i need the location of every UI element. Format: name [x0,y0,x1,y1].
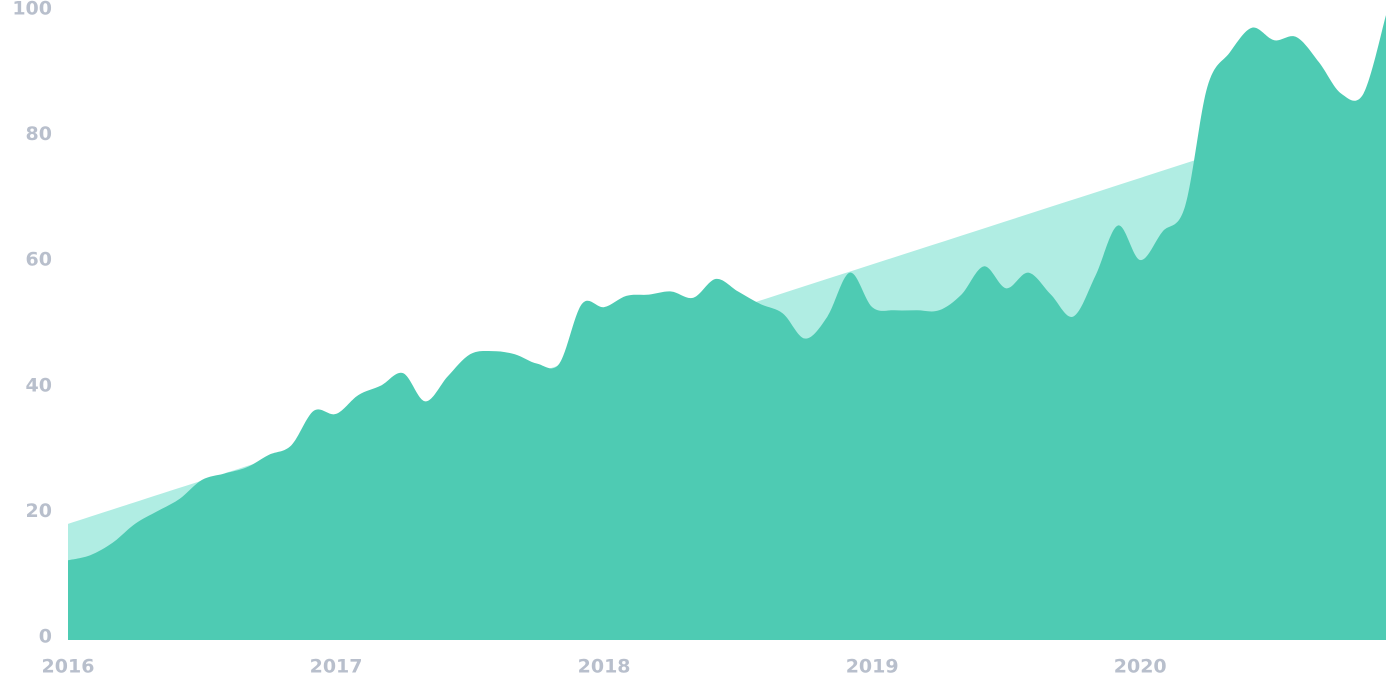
y-tick-label: 40 [26,374,52,396]
x-tick-label: 2017 [310,656,363,678]
y-tick-label: 20 [26,500,52,522]
x-tick-label: 2016 [42,656,95,678]
area [68,15,1386,640]
x-tick-label: 2019 [846,656,899,678]
y-tick-label: 60 [26,249,52,271]
x-tick-label: 2020 [1114,656,1167,678]
y-tick-label: 80 [26,123,52,145]
x-tick-label: 2018 [578,656,631,678]
y-tick-label: 100 [12,0,52,20]
y-tick-label: 0 [39,626,52,648]
